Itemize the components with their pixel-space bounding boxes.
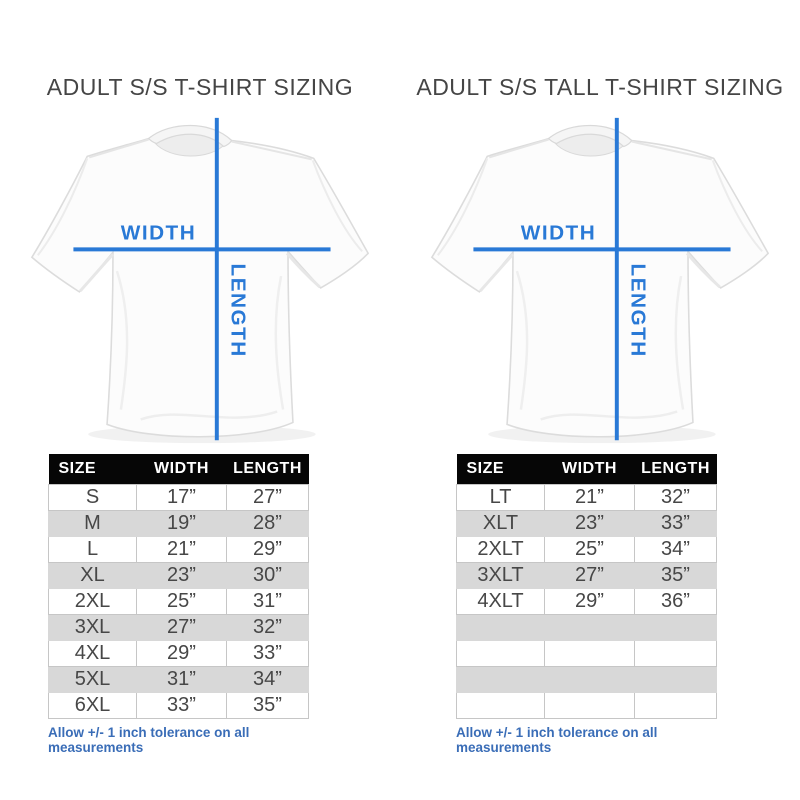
cell-width: 17”	[136, 484, 227, 511]
header-length: LENGTH	[634, 454, 717, 485]
tshirt-diagram: WIDTH LENGTH	[30, 117, 370, 445]
cell-length: 34”	[226, 666, 309, 693]
cell-length: 32”	[226, 614, 309, 641]
cell-width	[544, 692, 635, 719]
table-row: S 17” 27”	[48, 484, 309, 511]
tshirt-illustration	[30, 124, 370, 445]
cell-size: XL	[48, 562, 137, 589]
cell-width	[544, 666, 635, 693]
table-row: XL 23” 30”	[48, 562, 309, 589]
cell-size: 3XLT	[456, 562, 545, 589]
cell-length	[634, 614, 717, 641]
cell-size: S	[48, 484, 137, 511]
table-row	[456, 614, 717, 641]
cell-width: 27”	[136, 614, 227, 641]
cell-length: 35”	[226, 692, 309, 719]
table-row: 6XL 33” 35”	[48, 692, 309, 719]
table-row: 3XLT 27” 35”	[456, 562, 717, 589]
cell-size: M	[48, 510, 137, 537]
cell-size: 4XL	[48, 640, 137, 667]
table-row: XLT 23” 33”	[456, 510, 717, 537]
cell-length: 33”	[226, 640, 309, 667]
cell-width: 29”	[136, 640, 227, 667]
tshirt-illustration	[430, 124, 770, 445]
cell-width: 27”	[544, 562, 635, 589]
cell-length: 36”	[634, 588, 717, 615]
cell-size: 4XLT	[456, 588, 545, 615]
panel-title: ADULT S/S T-SHIRT SIZING	[46, 74, 354, 100]
cell-length: 31”	[226, 588, 309, 615]
cell-width: 31”	[136, 666, 227, 693]
cell-size: 3XL	[48, 614, 137, 641]
panel-adult-ss: ADULT S/S T-SHIRT SIZING WIDTH LENGTH SI…	[10, 70, 390, 800]
cell-length: 32”	[634, 484, 717, 511]
cell-size	[456, 640, 545, 667]
cell-width: 25”	[136, 588, 227, 615]
cell-width: 25”	[544, 536, 635, 563]
cell-length	[634, 692, 717, 719]
header-size: SIZE	[456, 454, 545, 485]
cell-length: 34”	[634, 536, 717, 563]
table-row: 4XL 29” 33”	[48, 640, 309, 667]
table-row	[456, 692, 717, 719]
cell-length: 27”	[226, 484, 309, 511]
cell-size	[456, 666, 545, 693]
header-length: LENGTH	[226, 454, 309, 485]
cell-size: 2XL	[48, 588, 137, 615]
cell-width: 23”	[136, 562, 227, 589]
length-label: LENGTH	[227, 264, 250, 358]
size-table: SIZE WIDTH LENGTH S 17” 27” M 19” 28” L 21” 29…	[48, 454, 309, 719]
width-label: WIDTH	[121, 221, 196, 244]
panel-title: ADULT S/S TALL T-SHIRT SIZING	[416, 74, 784, 100]
table-row: LT 21” 32”	[456, 484, 717, 511]
cell-width: 33”	[136, 692, 227, 719]
table-row: 2XL 25” 31”	[48, 588, 309, 615]
cell-width: 23”	[544, 510, 635, 537]
cell-length	[634, 640, 717, 667]
cell-size	[456, 614, 545, 641]
table-row: 4XLT 29” 36”	[456, 588, 717, 615]
table-row: 3XL 27” 32”	[48, 614, 309, 641]
cell-size: 5XL	[48, 666, 137, 693]
table-row	[456, 640, 717, 667]
table-row	[456, 666, 717, 693]
header-width: WIDTH	[544, 454, 635, 485]
cell-size: 2XLT	[456, 536, 545, 563]
cell-length: 29”	[226, 536, 309, 563]
cell-width	[544, 640, 635, 667]
table-row: M 19” 28”	[48, 510, 309, 537]
length-label: LENGTH	[627, 264, 650, 358]
cell-length: 28”	[226, 510, 309, 537]
width-label: WIDTH	[521, 221, 596, 244]
cell-length: 33”	[634, 510, 717, 537]
tolerance-note: Allow +/- 1 inch tolerance on all measur…	[48, 725, 250, 755]
table-row: L 21” 29”	[48, 536, 309, 563]
size-table: SIZE WIDTH LENGTH LT 21” 32” XLT 23” 33” 2XL…	[456, 454, 717, 719]
table-header-row: SIZE WIDTH LENGTH	[456, 454, 717, 485]
cell-width: 21”	[544, 484, 635, 511]
cell-length: 30”	[226, 562, 309, 589]
tolerance-note: Allow +/- 1 inch tolerance on all measur…	[456, 725, 658, 755]
table-header-row: SIZE WIDTH LENGTH	[48, 454, 309, 485]
cell-size: XLT	[456, 510, 545, 537]
cell-length: 35”	[634, 562, 717, 589]
cell-size: L	[48, 536, 137, 563]
table-row: 2XLT 25” 34”	[456, 536, 717, 563]
panel-adult-ss-tall: ADULT S/S TALL T-SHIRT SIZING WIDTH LENG…	[410, 70, 790, 800]
cell-width: 21”	[136, 536, 227, 563]
header-size: SIZE	[48, 454, 137, 485]
tshirt-diagram: WIDTH LENGTH	[430, 117, 770, 445]
cell-size: LT	[456, 484, 545, 511]
cell-length	[634, 666, 717, 693]
cell-width: 19”	[136, 510, 227, 537]
cell-width: 29”	[544, 588, 635, 615]
table-row: 5XL 31” 34”	[48, 666, 309, 693]
cell-size	[456, 692, 545, 719]
cell-width	[544, 614, 635, 641]
header-width: WIDTH	[136, 454, 227, 485]
cell-size: 6XL	[48, 692, 137, 719]
